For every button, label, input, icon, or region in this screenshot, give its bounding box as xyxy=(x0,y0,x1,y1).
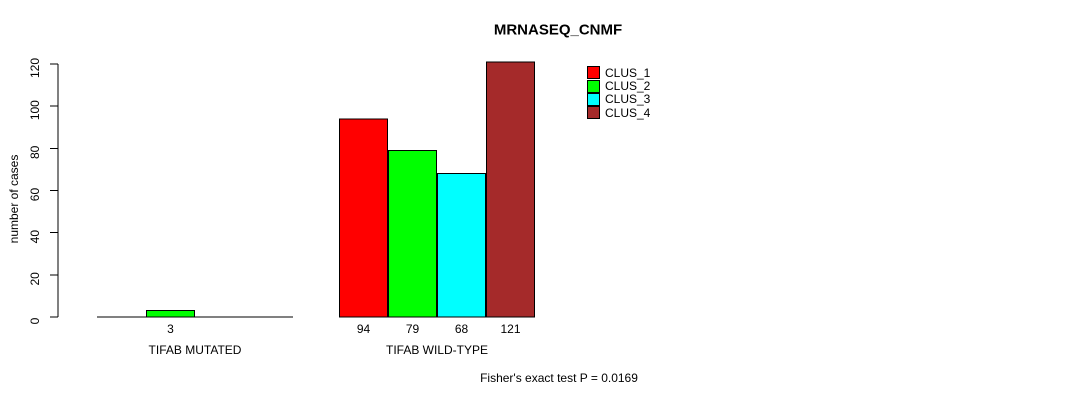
legend-row: CLUS_2 xyxy=(587,79,651,94)
bar-clus_3 xyxy=(437,173,486,318)
legend-label: CLUS_1 xyxy=(605,65,651,80)
bar-clus_2 xyxy=(146,310,195,318)
legend-label: CLUS_4 xyxy=(605,105,651,120)
legend-swatch-clus_2 xyxy=(587,79,600,93)
y-axis-tick-label: 20 xyxy=(28,272,42,286)
legend-swatch-clus_4 xyxy=(587,106,600,120)
bar-value-label: 3 xyxy=(167,322,174,336)
chart-title: MRNASEQ_CNMF xyxy=(493,21,623,39)
legend: CLUS_1 CLUS_2 CLUS_3 CLUS_4 xyxy=(587,66,650,120)
y-axis-tick-label: 120 xyxy=(28,58,42,78)
y-axis-tick-label: 80 xyxy=(28,145,42,159)
legend-swatch-clus_3 xyxy=(587,92,600,106)
bar-value-label: 121 xyxy=(500,322,520,336)
bar-clus_1 xyxy=(339,118,388,318)
category-label-mutated: TIFAB MUTATED xyxy=(148,343,242,357)
legend-row: CLUS_1 xyxy=(587,65,651,80)
legend-row: CLUS_3 xyxy=(587,92,651,107)
category-label-wild-type: TIFAB WILD-TYPE xyxy=(385,343,489,357)
y-axis-tick-label: 40 xyxy=(28,230,42,244)
y-axis-tick-label: 0 xyxy=(28,317,42,324)
legend-label: CLUS_2 xyxy=(605,79,651,94)
statistical-test-note: Fisher's exact test P = 0.0169 xyxy=(480,371,638,385)
legend-swatch-clus_1 xyxy=(587,66,600,80)
legend-row: CLUS_4 xyxy=(587,105,651,120)
bar-clus_4 xyxy=(486,61,535,318)
bar-value-label: 94 xyxy=(357,322,371,336)
bar-value-label: 68 xyxy=(455,322,469,336)
y-axis-tick-label: 60 xyxy=(28,188,42,202)
bar-clus_2 xyxy=(388,149,437,318)
y-axis-tick-label: 100 xyxy=(28,100,42,120)
bar-value-label: 79 xyxy=(406,322,420,336)
legend-label: CLUS_3 xyxy=(605,92,651,107)
